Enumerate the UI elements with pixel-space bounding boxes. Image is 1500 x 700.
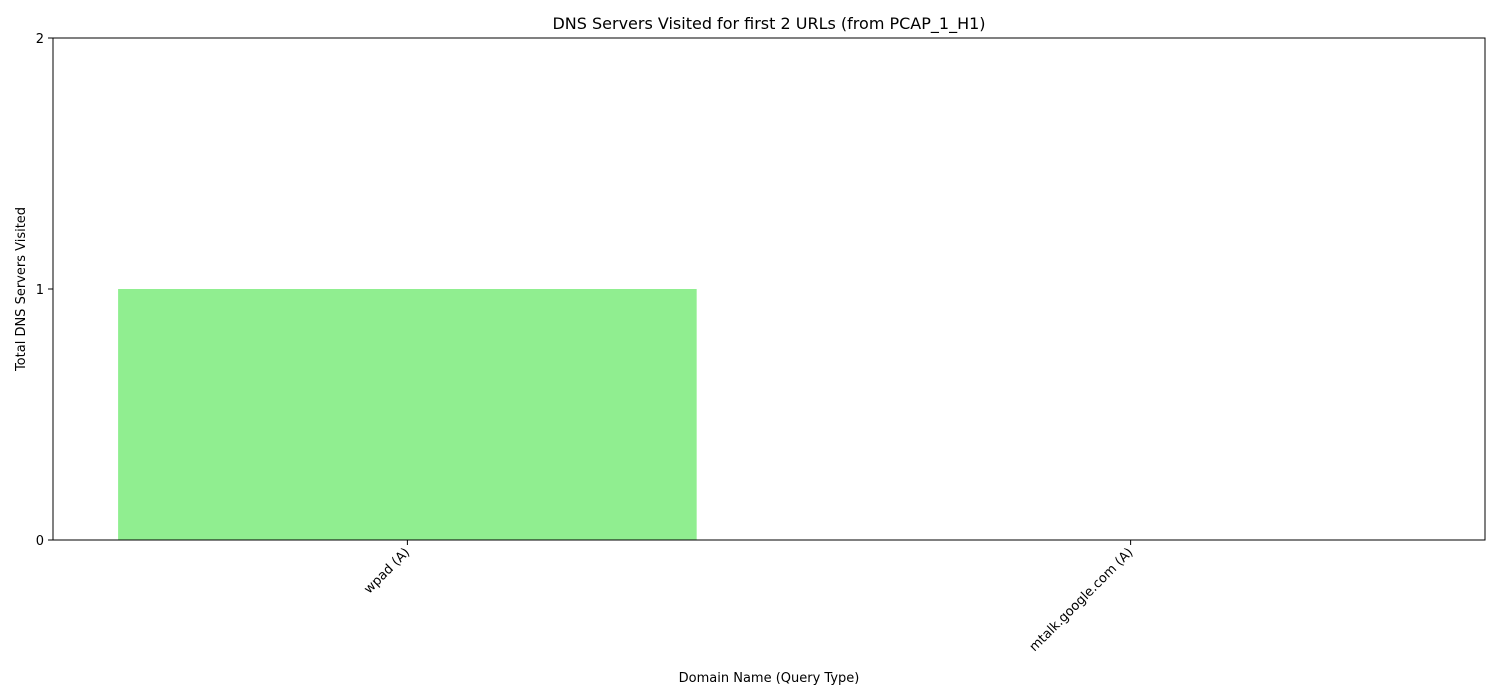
bar-0 xyxy=(118,289,697,540)
x-axis-label: Domain Name (Query Type) xyxy=(679,671,860,686)
bars-layer xyxy=(118,289,697,540)
y-axis: 0 1 2 xyxy=(36,32,53,549)
x-axis: wpad (A) mtalk.google.com (A) xyxy=(361,540,1136,655)
y-tick-label: 2 xyxy=(36,32,44,47)
x-tick-label: wpad (A) xyxy=(361,545,413,597)
x-tick-label: mtalk.google.com (A) xyxy=(1027,545,1137,655)
plot-frame xyxy=(52,37,1486,541)
y-tick-label: 0 xyxy=(36,534,44,549)
chart-title: DNS Servers Visited for first 2 URLs (fr… xyxy=(552,14,985,34)
y-tick-label: 1 xyxy=(36,283,44,298)
y-axis-label: Total DNS Servers Visited xyxy=(14,207,29,372)
